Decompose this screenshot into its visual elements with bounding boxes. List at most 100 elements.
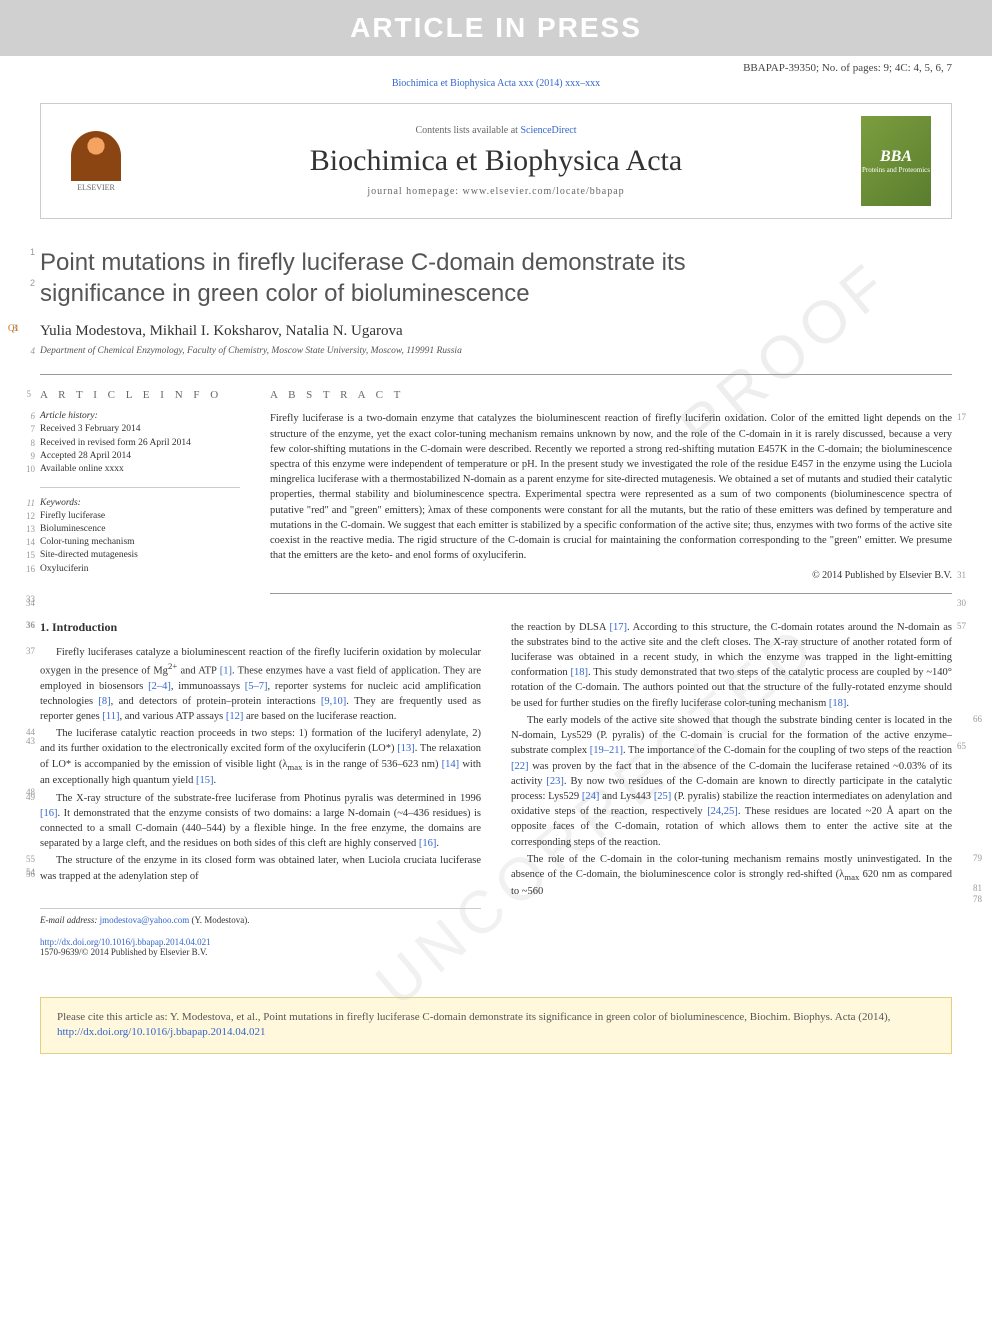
keyword-text: Site-directed mutagenesis (40, 550, 138, 560)
line-number: 5 (10, 389, 35, 399)
corresponding-email: E-mail address: jmodestova@yahoo.com (Y.… (40, 908, 481, 925)
title-line-1: Point mutations in firefly luciferase C-… (40, 249, 686, 276)
ref-link[interactable]: [22] (511, 761, 529, 772)
abstract-section: A B S T R A C T 17 30 Firefly luciferase… (270, 389, 952, 601)
keywords-block: 11Keywords: 12Firefly luciferase 13Biolu… (40, 498, 240, 576)
copyright-text: © 2014 Published by Elsevier B.V. (812, 570, 952, 581)
abstract-heading: A B S T R A C T (270, 389, 952, 401)
elsevier-text: ELSEVIER (77, 183, 115, 192)
ref-link[interactable]: [2–4] (148, 681, 171, 692)
line-number: 17 (957, 411, 982, 424)
ref-link[interactable]: [14] (442, 759, 460, 770)
text: . (436, 838, 439, 849)
doi-link[interactable]: http://dx.doi.org/10.1016/j.bbapap.2014.… (40, 937, 211, 947)
contents-list: Contents lists available at ScienceDirec… (131, 125, 861, 136)
title-line-2: significance in green color of biolumine… (40, 280, 530, 307)
body-paragraph: 37 43 Firefly luciferases catalyze a bio… (40, 645, 481, 725)
line-number: 6 (10, 411, 35, 421)
ref-link[interactable]: [8] (98, 696, 110, 707)
history-accepted: 9Accepted 28 April 2014 (40, 450, 240, 463)
citation-top-link[interactable]: Biochimica et Biophysica Acta xxx (2014)… (392, 78, 600, 89)
elsevier-logo: ELSEVIER (61, 126, 131, 196)
ref-link[interactable]: [24,25] (707, 806, 738, 817)
keyword-item: 15Site-directed mutagenesis (40, 549, 240, 562)
text: , and various ATP assays (120, 711, 226, 722)
line-number: 55 (10, 853, 35, 866)
body-paragraph: 79 81 The role of the C-domain in the co… (511, 852, 952, 899)
keyword-item: 16Oxyluciferin (40, 563, 240, 576)
issn-copyright: 1570-9639/© 2014 Published by Elsevier B… (40, 947, 481, 957)
ref-link[interactable]: [5–7] (245, 681, 268, 692)
ref-link[interactable]: [15] (196, 775, 214, 786)
text: The structure of the enzyme in its close… (40, 855, 481, 881)
body-paragraph: 57 65 the reaction by DLSA [17]. Accordi… (511, 620, 952, 711)
ref-link[interactable]: [24] (582, 791, 600, 802)
line-number: 37 (10, 645, 35, 658)
column-right: 57 65 the reaction by DLSA [17]. Accordi… (511, 620, 952, 957)
article-info-heading: 5 A R T I C L E I N F O (40, 389, 240, 401)
ref-link[interactable]: [12] (226, 711, 244, 722)
text: , and detectors of protein–protein inter… (111, 696, 321, 707)
text: and ATP (177, 665, 219, 676)
bba-subtitle: Proteins and Proteomics (862, 166, 930, 174)
line-number: 15 (10, 549, 35, 562)
ref-link[interactable]: [9,10] (321, 696, 346, 707)
history-revised: 8Received in revised form 26 April 2014 (40, 437, 240, 450)
abstract-text: 17 30 Firefly luciferase is a two-domain… (270, 411, 952, 563)
line-number: 44 (10, 726, 35, 739)
ref-link[interactable]: [18] (570, 667, 588, 678)
bba-text: BBA (880, 148, 912, 166)
text: The X-ray structure of the substrate-fre… (56, 793, 481, 804)
ref-link[interactable]: [16] (40, 808, 58, 819)
article-title: 1 Point mutations in firefly luciferase … (40, 247, 952, 309)
ref-link[interactable]: [1] (220, 665, 232, 676)
line-number: 30 (957, 597, 982, 610)
ref-link[interactable]: [16] (419, 838, 437, 849)
keywords-label-text: Keywords: (40, 498, 81, 508)
ref-link[interactable]: [23] (546, 776, 564, 787)
line-number: 1 (10, 247, 35, 259)
keyword-item: 13Bioluminescence (40, 523, 240, 536)
info-abstract-row: 5 A R T I C L E I N F O 6Article history… (40, 374, 952, 601)
ref-link[interactable]: [19–21] (590, 745, 623, 756)
ref-link[interactable]: [17] (609, 622, 627, 633)
history-received-text: Received 3 February 2014 (40, 424, 141, 434)
keyword-text: Oxyluciferin (40, 564, 89, 574)
text: . (214, 775, 217, 786)
sciencedirect-link[interactable]: ScienceDirect (520, 125, 576, 136)
ref-link[interactable]: [11] (102, 711, 119, 722)
body-paragraph: 44 48 The luciferase catalytic reaction … (40, 726, 481, 788)
ref-link[interactable]: [25] (654, 791, 672, 802)
line-number: 2 (10, 278, 35, 290)
line-number: 57 (957, 620, 982, 633)
affiliation-text: Department of Chemical Enzymology, Facul… (40, 346, 462, 356)
cite-doi-link[interactable]: http://dx.doi.org/10.1016/j.bbapap.2014.… (57, 1026, 265, 1038)
article-history: 6Article history: 7Received 3 February 2… (40, 411, 240, 487)
line-number: 16 (10, 563, 35, 576)
text: , immunoassays (171, 681, 245, 692)
history-received: 7Received 3 February 2014 (40, 423, 240, 436)
text: . The importance of the C-domain for the… (623, 745, 952, 756)
ref-link[interactable]: [13] (397, 743, 415, 754)
email-link[interactable]: jmodestova@yahoo.com (100, 915, 190, 925)
line-number: 49 (10, 791, 35, 804)
history-online-text: Available online xxxx (40, 464, 124, 474)
copyright: 31 © 2014 Published by Elsevier B.V. (270, 570, 952, 581)
keyword-item: 14Color-tuning mechanism (40, 536, 240, 549)
text: . It demonstrated that the enzyme consis… (40, 808, 481, 849)
body-paragraph: 49 54 The X-ray structure of the substra… (40, 791, 481, 852)
body-paragraph: 55 56 The structure of the enzyme in its… (40, 853, 481, 883)
line-number: 7 (10, 423, 35, 436)
keyword-text: Bioluminescence (40, 524, 105, 534)
body-columns: 36 1. Introduction 37 43 Firefly lucifer… (40, 620, 952, 957)
manuscript-id: BBAPAP-39350; No. of pages: 9; 4C: 4, 5,… (0, 56, 992, 76)
column-left: 36 1. Introduction 37 43 Firefly lucifer… (40, 620, 481, 957)
ref-link[interactable]: [18] (829, 698, 847, 709)
article-info-heading-text: A R T I C L E I N F O (40, 389, 222, 401)
text: and Lys443 (599, 791, 653, 802)
homepage-url: www.elsevier.com/locate/bbapap (463, 186, 625, 197)
body-paragraph: 66 78 The early models of the active sit… (511, 713, 952, 850)
email-prefix: E-mail address: (40, 915, 100, 925)
text: the reaction by DLSA (511, 622, 609, 633)
email-suffix: (Y. Modestova). (189, 915, 249, 925)
